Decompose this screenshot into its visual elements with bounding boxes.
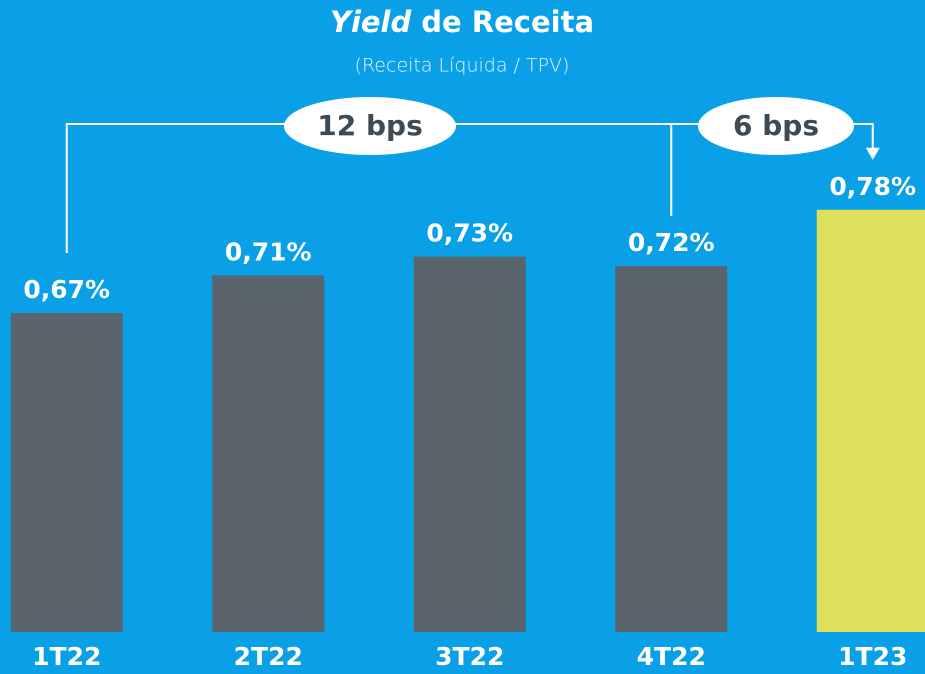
x-tick-label: 2T22 bbox=[234, 642, 303, 671]
bar bbox=[816, 209, 925, 632]
x-tick-label: 1T23 bbox=[838, 642, 907, 671]
bar bbox=[212, 275, 325, 632]
chart-subtitle: (Receita Líquida / TPV) bbox=[355, 55, 570, 77]
x-tick-label: 3T22 bbox=[435, 642, 504, 671]
arrow-head bbox=[865, 147, 880, 160]
bar bbox=[10, 312, 123, 632]
bar bbox=[615, 266, 728, 632]
bubble bbox=[284, 97, 456, 155]
bubble-label: 6 bps bbox=[733, 109, 819, 142]
title-rest: de Receita bbox=[421, 5, 594, 39]
value-label: 0,78% bbox=[829, 172, 916, 201]
x-tick-label: 1T22 bbox=[32, 642, 101, 671]
title-italic: Yield bbox=[330, 5, 412, 39]
x-tick-label: 4T22 bbox=[637, 642, 706, 671]
chart-title: Yield de Receita bbox=[330, 5, 594, 39]
bubble bbox=[698, 97, 854, 155]
bar bbox=[413, 256, 526, 632]
value-label: 0,67% bbox=[23, 275, 110, 304]
value-label: 0,73% bbox=[426, 219, 513, 248]
value-label: 0,71% bbox=[225, 237, 312, 266]
value-label: 0,72% bbox=[628, 228, 715, 257]
bubble-label: 12 bps bbox=[317, 109, 422, 142]
